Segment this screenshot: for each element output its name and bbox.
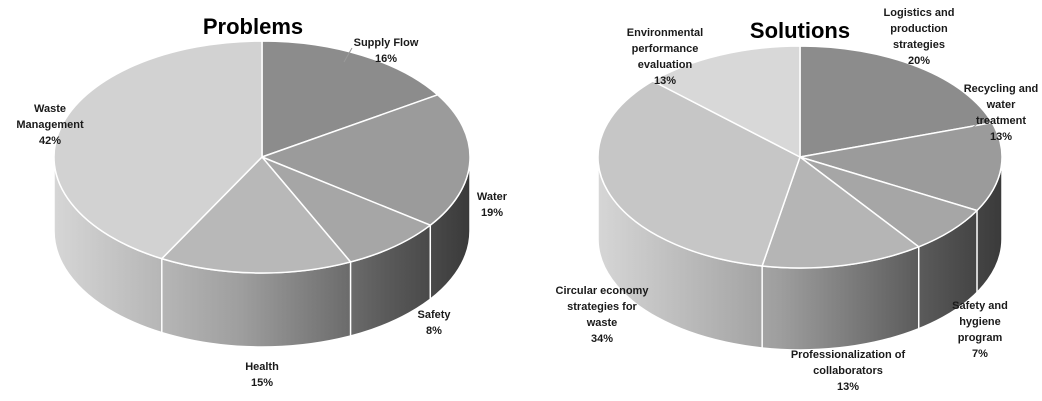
label-line: evaluation (638, 59, 693, 71)
label-line: strategies for (567, 301, 637, 313)
solutions-slice-professionalization-of-collaborators (761, 156, 920, 269)
label-line: water (986, 99, 1016, 111)
label-line: Management (16, 119, 84, 131)
label-line: Safety and (952, 300, 1008, 312)
solutions-slice-circular-economy-strategies-for-waste (597, 80, 801, 267)
problems-slice-safety (261, 156, 432, 263)
problems-leader-supply-flow (343, 47, 353, 63)
label-line: hygiene (959, 316, 1001, 328)
label-line: 19% (481, 207, 503, 219)
problems-pie-chart: Problems Supply Flow 16% Water 19% Safety 8% H… (16, 14, 507, 389)
solutions-label-recycling-and-water-treatment: Recycling and water treatment 13% (964, 83, 1039, 143)
solutions-slice-recycling-and-water-treatment (799, 121, 1003, 212)
label-line: waste (586, 317, 618, 329)
label-line: Logistics and (884, 7, 955, 19)
label-line: 8% (426, 325, 442, 337)
label-line: Health (245, 361, 279, 373)
solutions-label-professionalization-of-collaborators: Professionalization of collaborators 13% (791, 349, 906, 393)
solutions-label-safety-and-hygiene-program: Safety and hygiene program 7% (952, 300, 1008, 360)
label-line: Safety (417, 309, 451, 321)
problems-label-water: Water 19% (477, 191, 508, 219)
solutions-slice-labels: Logistics and production strategies 20% Recy… (556, 7, 1039, 393)
label-line: performance (632, 43, 699, 55)
problems-slice-supply-flow (261, 40, 439, 158)
label-line: Waste (34, 103, 66, 115)
label-line: Professionalization of (791, 349, 906, 361)
solutions-pie-slices (597, 45, 1003, 269)
solutions-chart-title: Solutions (750, 18, 850, 43)
label-line: program (958, 332, 1003, 344)
label-line: Supply Flow (354, 37, 419, 49)
problems-label-safety: Safety 8% (417, 309, 451, 337)
problems-slice-water (261, 94, 471, 226)
label-line: collaborators (813, 365, 883, 377)
solutions-leader-lines (971, 117, 986, 129)
problems-label-waste-management: Waste Management 42% (16, 103, 84, 147)
problems-leader-lines (343, 47, 353, 63)
problems-label-supply-flow: Supply Flow 16% (354, 37, 419, 65)
solutions-label-logistics-and-production-strategies: Logistics and production strategies 20% (884, 7, 955, 67)
solutions-label-environmental-performance-evaluation: Environmental performance evaluation 13% (627, 27, 703, 87)
label-line: 16% (375, 53, 397, 65)
problems-slice-health (161, 156, 352, 274)
solutions-leader-recycling-and-water-treatment (971, 117, 986, 129)
label-line: strategies (893, 39, 945, 51)
label-line: 15% (251, 377, 273, 389)
label-line: Environmental (627, 27, 703, 39)
label-line: Circular economy (556, 285, 650, 297)
label-line: Recycling and (964, 83, 1039, 95)
problems-pie-slices (53, 40, 471, 274)
label-line: 34% (591, 333, 613, 345)
problems-label-health: Health 15% (245, 361, 279, 389)
problems-chart-title: Problems (203, 14, 303, 39)
label-line: 42% (39, 135, 61, 147)
problems-slice-labels: Supply Flow 16% Water 19% Safety 8% Health 15% W… (16, 37, 507, 389)
label-line: production (890, 23, 948, 35)
problems-slice-waste-management (53, 40, 263, 260)
solutions-slice-logistics-and-production-strategies (799, 45, 993, 158)
label-line: 20% (908, 55, 930, 67)
label-line: 13% (654, 75, 676, 87)
label-line: Water (477, 191, 508, 203)
label-line: 7% (972, 348, 988, 360)
label-line: 13% (837, 381, 859, 393)
solutions-label-circular-economy-strategies-for-waste: Circular economy strategies for waste 34% (556, 285, 650, 345)
solutions-pie-chart: Solutions Logistics and production strateg… (556, 7, 1039, 393)
solutions-slice-environmental-performance-evaluation (651, 45, 801, 158)
label-line: treatment (976, 115, 1026, 127)
label-line: 13% (990, 131, 1012, 143)
